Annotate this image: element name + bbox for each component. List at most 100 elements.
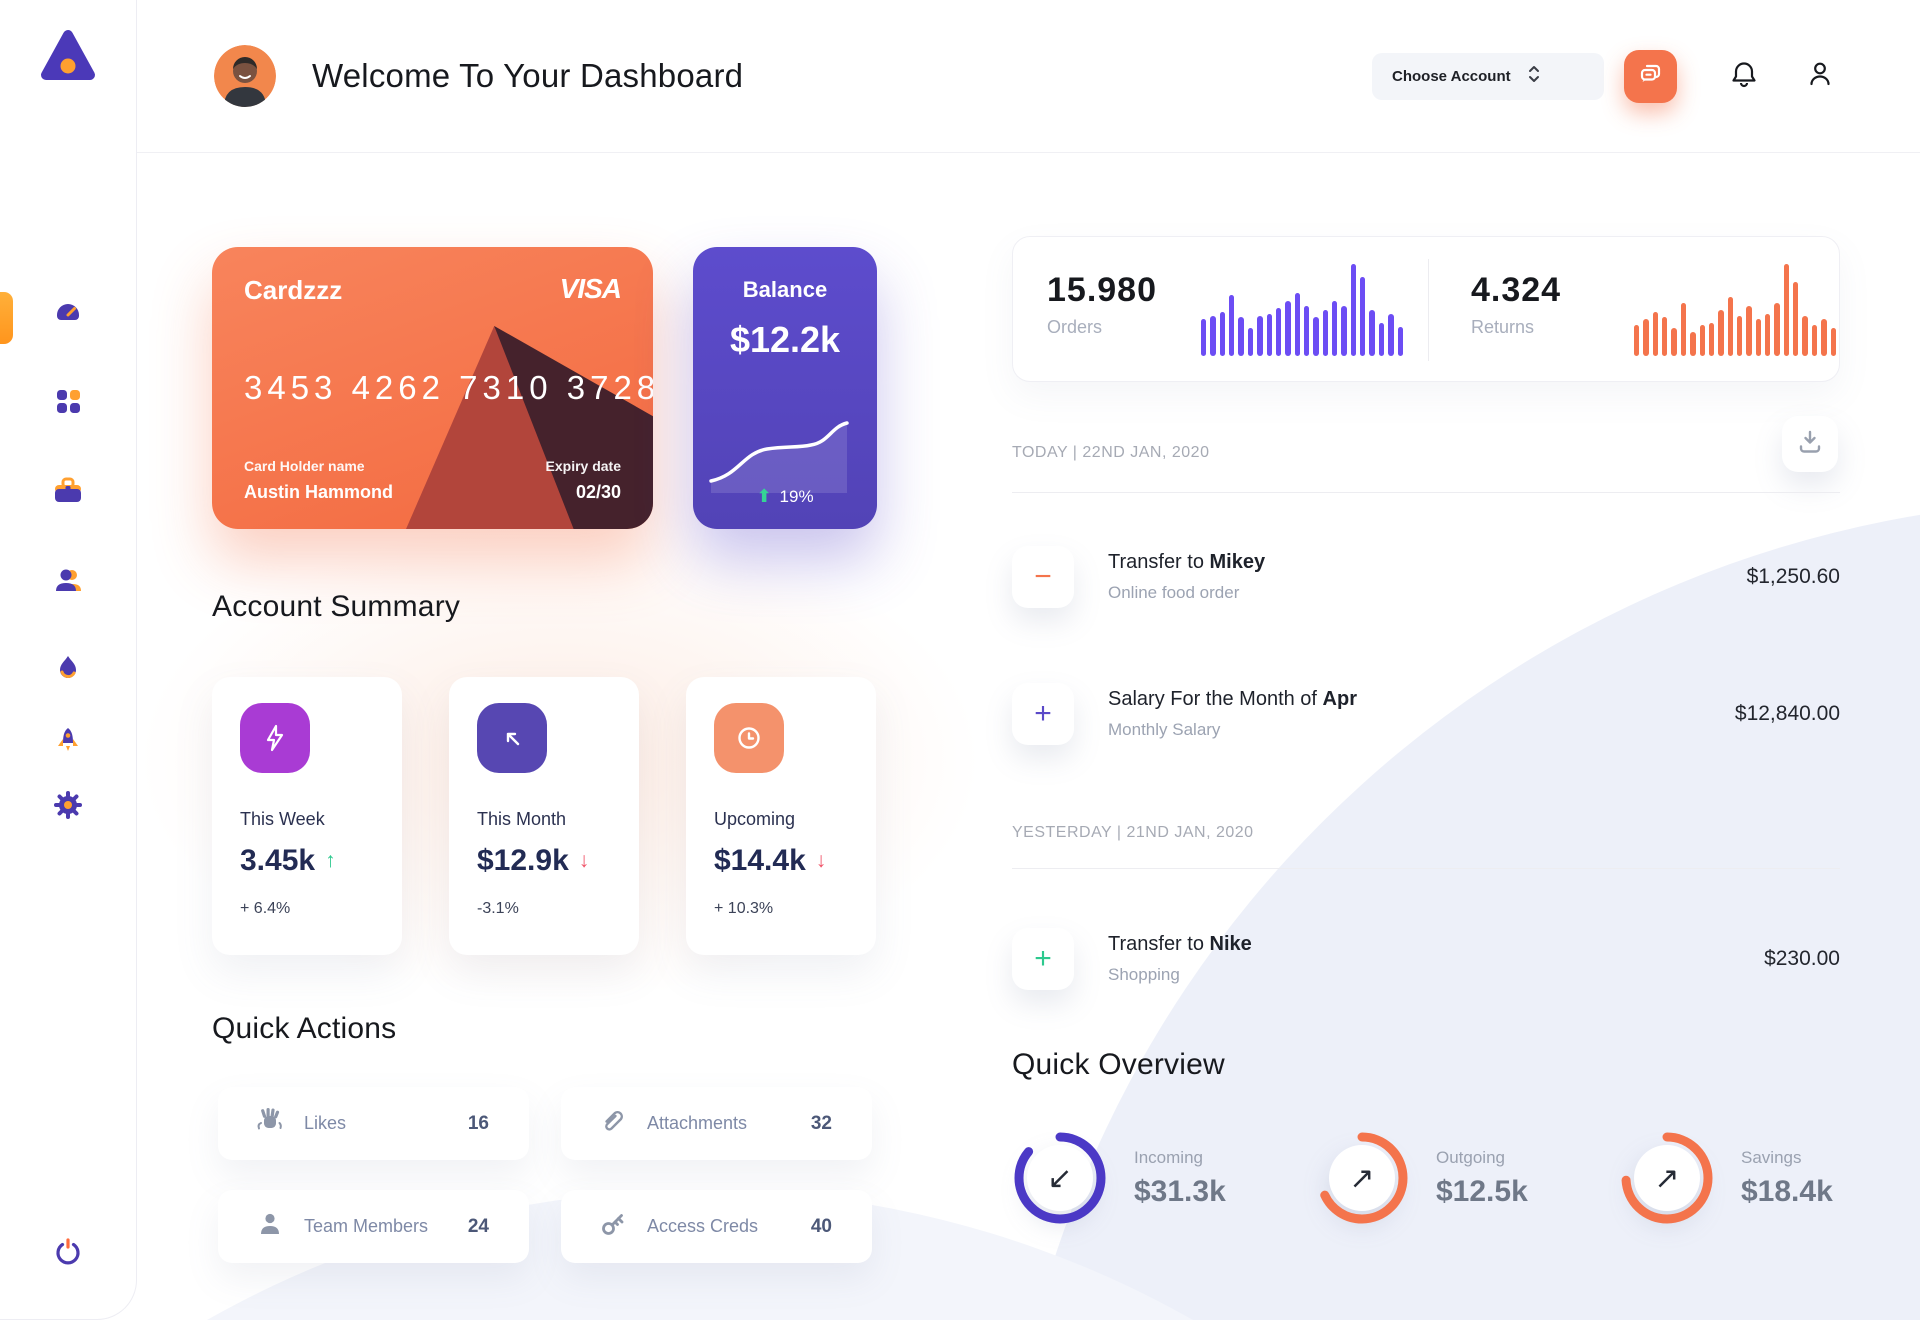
gauge-value: $12.5k <box>1436 1174 1528 1208</box>
card-holder-label: Card Holder name <box>244 458 365 474</box>
messages-button[interactable] <box>1624 49 1677 103</box>
quick-action-count: 24 <box>467 1215 489 1237</box>
summary-delta: + 6.4% <box>240 900 291 917</box>
arrow-up-left-icon <box>477 703 547 773</box>
page-title: Welcome To Your Dashboard <box>312 57 744 94</box>
bolt-icon <box>240 703 310 773</box>
date-group-today: TODAY | 22ND JAN, 2020 <box>1012 444 1210 461</box>
download-button[interactable] <box>1782 416 1838 472</box>
transaction-row[interactable]: − Transfer to Mikey Online food order $1… <box>1012 542 1840 612</box>
download-icon <box>1795 427 1825 462</box>
account-select-label: Choose Account <box>1392 67 1511 85</box>
sidebar-item-dashboard[interactable] <box>0 288 136 344</box>
visa-logo: VISA <box>559 273 622 304</box>
header-controls: Choose Account <box>1372 49 1835 103</box>
trend-up-icon: ⬆ <box>756 486 772 506</box>
balance-card[interactable]: Balance $12.2k ⬆ 19% <box>693 247 877 529</box>
outgoing-gauge-ring: ↗ <box>1314 1130 1410 1226</box>
grid-icon <box>53 386 83 421</box>
transaction-row[interactable]: + Transfer to Nike Shopping $230.00 <box>1012 924 1840 994</box>
transaction-amount: $230.00 <box>1764 947 1840 970</box>
app-logo[interactable] <box>38 24 98 90</box>
card-number: 3453 4262 7310 3728 <box>244 369 653 406</box>
notifications-button[interactable] <box>1729 59 1759 94</box>
gauge-value: $31.3k <box>1134 1174 1226 1208</box>
chevron-up-down-icon <box>1527 64 1541 89</box>
transaction-subtitle: Shopping <box>1108 965 1180 984</box>
quick-actions-title: Quick Actions <box>212 1012 397 1045</box>
transaction-sign-plus: + <box>1012 683 1074 745</box>
quick-action-likes[interactable]: Likes 16 <box>218 1087 529 1160</box>
transaction-subtitle: Monthly Salary <box>1108 720 1221 739</box>
logout-button[interactable] <box>0 1226 136 1282</box>
transaction-title: Transfer to Nike <box>1108 933 1252 955</box>
divider <box>1012 868 1840 869</box>
flame-icon <box>53 653 83 688</box>
orders-value: 15.980 <box>1047 271 1157 309</box>
member-icon <box>256 1210 284 1243</box>
account-select[interactable]: Choose Account <box>1372 52 1604 100</box>
orders-bar-chart <box>1201 264 1403 356</box>
card-expiry-label: Expiry date <box>545 458 621 474</box>
clock-icon <box>714 703 784 773</box>
date-group-yesterday: YESTERDAY | 21ND JAN, 2020 <box>1012 824 1254 841</box>
orders-stat: 15.980 Orders <box>1047 271 1157 338</box>
quick-action-attachments[interactable]: Attachments 32 <box>561 1087 872 1160</box>
summary-label: This Week <box>240 809 325 829</box>
summary-delta: -3.1% <box>477 900 519 917</box>
summary-value: $14.4k <box>714 844 806 877</box>
quick-action-count: 32 <box>810 1112 832 1134</box>
hand-icon <box>256 1107 284 1140</box>
balance-change: ⬆ 19% <box>693 486 877 507</box>
quick-action-access-creds[interactable]: Access Creds 40 <box>561 1190 872 1263</box>
rocket-icon <box>53 726 83 761</box>
sidebar-item-settings[interactable] <box>0 779 136 835</box>
gauge-savings: ↗ Savings $18.4k <box>1619 1130 1833 1226</box>
avatar[interactable] <box>214 45 276 107</box>
quick-action-team-members[interactable]: Team Members 24 <box>218 1190 529 1263</box>
transaction-sign-plus: + <box>1012 928 1074 990</box>
divider <box>1012 492 1840 493</box>
gauge-label: Outgoing <box>1436 1147 1505 1167</box>
quick-action-count: 16 <box>467 1112 489 1134</box>
sidebar-item-trending[interactable] <box>0 642 136 698</box>
arrow-down-left-icon: ↙ <box>1047 1161 1073 1195</box>
arrow-up-right-icon: ↗ <box>1349 1161 1375 1195</box>
orders-returns-card: 15.980 Orders 4.324 Returns <box>1012 236 1840 382</box>
summary-label: This Month <box>477 809 567 829</box>
transaction-subtitle: Online food order <box>1108 583 1240 602</box>
profile-button[interactable] <box>1805 59 1835 94</box>
account-summary-title: Account Summary <box>212 590 461 623</box>
arrow-up-right-icon: ↗ <box>1654 1161 1680 1195</box>
summary-value: $12.9k <box>477 844 569 877</box>
trend-arrow-icon: ↓ <box>578 849 590 872</box>
card-name: Cardzzz <box>244 275 343 305</box>
transaction-title: Salary For the Month of Apr <box>1108 688 1357 710</box>
card-details: Card Holder name Austin Hammond Expiry d… <box>244 458 621 503</box>
returns-value: 4.324 <box>1471 271 1562 309</box>
bell-icon <box>1729 59 1759 94</box>
gauge-outgoing: ↗ Outgoing $12.5k <box>1314 1130 1528 1226</box>
quick-action-label: Access Creds <box>647 1216 759 1236</box>
stats-divider <box>1428 259 1429 361</box>
sidebar-item-launch[interactable] <box>0 715 136 771</box>
summary-card-upcoming[interactable]: Upcoming $14.4k ↓ + 10.3% <box>686 677 876 955</box>
transaction-row[interactable]: + Salary For the Month of Apr Monthly Sa… <box>1012 679 1840 749</box>
summary-value: 3.45k <box>240 844 316 877</box>
briefcase-icon <box>53 476 83 511</box>
credit-card[interactable]: Cardzzz VISA 3453 4262 7310 3728 Card Ho… <box>212 247 653 529</box>
sidebar-item-work[interactable] <box>0 465 136 521</box>
summary-card-this-month[interactable]: This Month $12.9k ↓ -3.1% <box>449 677 639 955</box>
quick-action-label: Likes <box>304 1113 347 1133</box>
sidebar-item-team[interactable] <box>0 555 136 611</box>
quick-action-label: Attachments <box>647 1113 748 1133</box>
sidebar-item-apps[interactable] <box>0 375 136 431</box>
quick-action-count: 40 <box>810 1215 832 1237</box>
users-icon <box>53 566 83 601</box>
user-icon <box>1805 59 1835 94</box>
quick-overview-title: Quick Overview <box>1012 1048 1225 1081</box>
summary-card-this-week[interactable]: This Week 3.45k ↑ + 6.4% <box>212 677 402 955</box>
quick-action-label: Team Members <box>304 1216 429 1236</box>
gauge-label: Savings <box>1741 1147 1802 1167</box>
balance-sparkline <box>705 407 865 498</box>
